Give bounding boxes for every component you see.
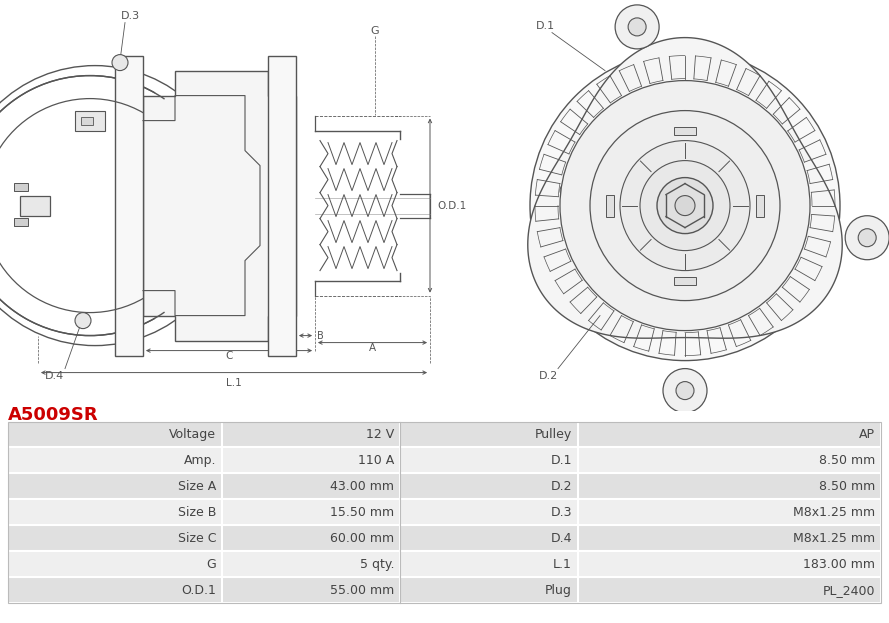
Bar [9,422,221,447]
Bar [9,500,221,525]
Text: D.3: D.3 [120,11,140,21]
Bar [674,126,696,135]
Text: Size A: Size A [178,480,216,493]
Bar [401,422,577,447]
Bar [401,552,577,576]
Text: D.1: D.1 [550,454,572,467]
Circle shape [640,161,730,250]
Text: D.2: D.2 [539,371,557,381]
Text: A: A [369,343,376,353]
Text: O.D.1: O.D.1 [181,584,216,597]
Text: Amp.: Amp. [183,454,216,467]
Bar [268,55,296,356]
Text: PL_2400: PL_2400 [822,584,875,597]
Bar [81,117,93,125]
Text: Size B: Size B [178,506,216,519]
Circle shape [75,313,91,328]
Circle shape [629,18,646,36]
Text: Size C: Size C [178,531,216,545]
Text: L.1: L.1 [553,558,572,571]
Bar [223,449,399,472]
Text: D.3: D.3 [550,506,572,519]
Bar [401,526,577,550]
Bar [143,95,268,316]
Bar [223,552,399,576]
Circle shape [590,111,780,300]
Bar [674,277,696,285]
Bar [223,578,399,602]
Text: 183.00 mm: 183.00 mm [803,558,875,571]
Bar [9,552,221,576]
Polygon shape [528,37,842,338]
Circle shape [845,216,889,260]
Bar [401,449,577,472]
Text: D.2: D.2 [550,480,572,493]
Bar [579,578,880,602]
Text: Voltage: Voltage [169,428,216,441]
Circle shape [676,382,694,399]
Polygon shape [143,70,296,341]
Text: B: B [317,331,324,341]
Circle shape [620,141,750,270]
Text: AP: AP [859,428,875,441]
Bar [20,196,50,216]
Circle shape [675,196,695,216]
Circle shape [858,229,877,247]
Bar [579,422,880,447]
Circle shape [615,5,659,49]
Bar [223,500,399,525]
Text: Pulley: Pulley [535,428,572,441]
Bar [8,422,881,603]
Text: 43.00 mm: 43.00 mm [330,480,394,493]
Text: D.1: D.1 [535,21,555,31]
Text: 60.00 mm: 60.00 mm [330,531,394,545]
Bar [579,474,880,498]
Circle shape [560,184,574,197]
Bar [401,500,577,525]
Bar [223,422,399,447]
Bar [9,526,221,550]
Bar [579,552,880,576]
Circle shape [560,80,810,331]
Text: G: G [206,558,216,571]
Bar [223,526,399,550]
Text: 55.00 mm: 55.00 mm [330,584,394,597]
Text: D.4: D.4 [45,371,65,381]
Bar [75,111,105,131]
Text: L.1: L.1 [226,378,242,388]
Text: 8.50 mm: 8.50 mm [819,454,875,467]
Bar [9,578,221,602]
Text: C: C [225,351,233,361]
Text: Plug: Plug [545,584,572,597]
Circle shape [657,178,713,234]
Text: D.4: D.4 [550,531,572,545]
Circle shape [530,50,840,361]
Bar [14,217,28,226]
Text: M8x1.25 mm: M8x1.25 mm [793,531,875,545]
Text: O.D.1: O.D.1 [437,201,467,211]
Bar [9,474,221,498]
Bar [401,474,577,498]
Bar [579,526,880,550]
Bar [756,194,764,217]
Bar [14,183,28,191]
Text: 15.50 mm: 15.50 mm [330,506,394,519]
Bar [579,500,880,525]
Text: 5 qty.: 5 qty. [359,558,394,571]
Bar [606,194,614,217]
Text: G: G [371,26,380,36]
Text: 110 A: 110 A [357,454,394,467]
Text: 8.50 mm: 8.50 mm [819,480,875,493]
Bar [115,55,143,356]
Bar [579,449,880,472]
Circle shape [112,55,128,70]
Text: M8x1.25 mm: M8x1.25 mm [793,506,875,519]
Text: 12 V: 12 V [365,428,394,441]
Bar [9,449,221,472]
Bar [401,578,577,602]
Circle shape [663,369,707,412]
Bar [223,474,399,498]
Text: A5009SR: A5009SR [8,406,99,424]
